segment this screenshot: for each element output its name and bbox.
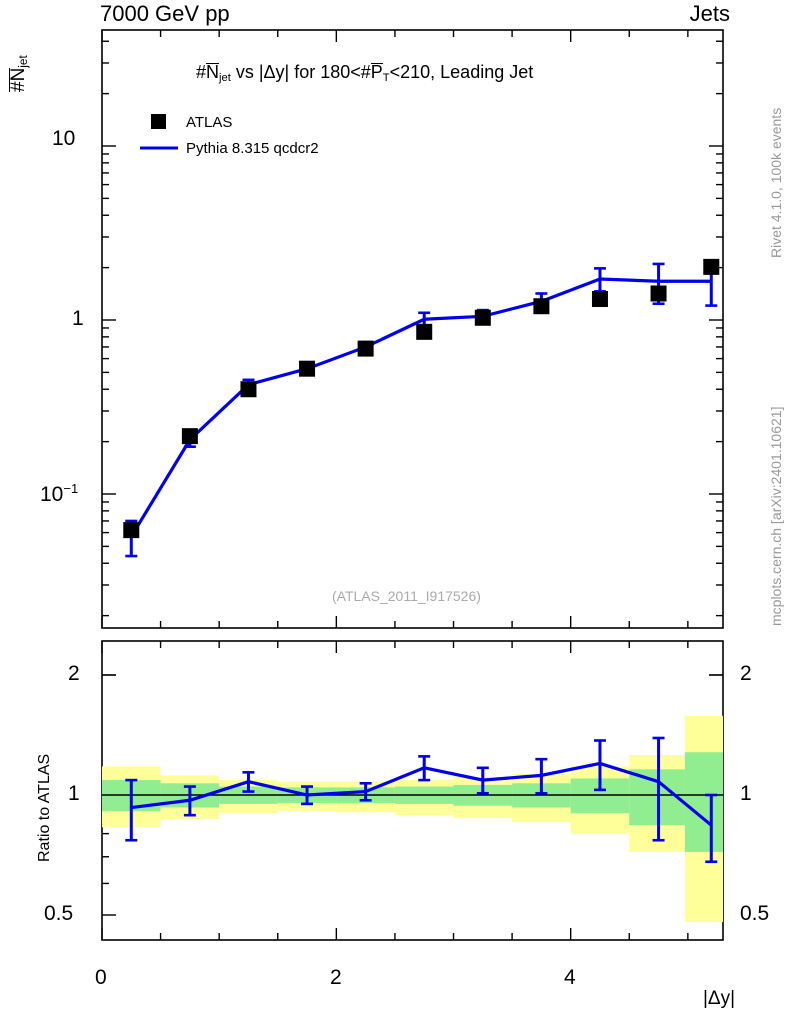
atlas-data-marker [416, 323, 433, 340]
ratio-band-inner [684, 752, 723, 852]
xaxis-label: |Δy| [703, 988, 736, 1009]
xtick-4: 4 [564, 966, 576, 989]
atlas-data-marker [299, 360, 316, 377]
legend-marker-square-icon [151, 114, 166, 129]
legend-item-label-pythia: Pythia 8.315 qcdcr2 [186, 140, 319, 157]
atlas-data-marker [650, 285, 667, 302]
main-ytick-1: 1 [72, 307, 84, 330]
atlas-data-marker [533, 298, 550, 315]
header-right-label: Jets [689, 1, 730, 26]
dataset-watermark: (ATLAS_2011_I917526) [332, 588, 481, 604]
ratio-ytick-1: 1 [68, 782, 80, 805]
header-left-label: 7000 GeV pp [100, 1, 230, 26]
main-ytick-0p1: 10−1 [40, 481, 79, 506]
atlas-data-marker [240, 381, 257, 398]
atlas-data-marker [703, 258, 720, 275]
xtick-0: 0 [95, 966, 107, 989]
atlas-data-marker [181, 428, 198, 445]
main-plot-frame [101, 29, 724, 629]
atlas-data-marker [357, 340, 374, 357]
xtick-2: 2 [330, 966, 342, 989]
ratio-ytick-0p5: 0.5 [44, 902, 74, 925]
ratio-right-ytick-2: 2 [740, 662, 752, 685]
atlas-data-marker [123, 522, 140, 539]
main-plot-title: #Njet vs |Δy| for 180<#PT<210, Leading J… [196, 62, 534, 84]
ratio-right-ytick-1: 1 [740, 782, 752, 805]
atlas-data-marker [591, 291, 608, 308]
ratio-right-ytick-0p5: 0.5 [740, 902, 770, 925]
legend-item-label-atlas: ATLAS [186, 114, 233, 131]
pythia-main-line [129, 277, 712, 538]
atlas-data-marker [474, 309, 491, 326]
ratio-ytick-2: 2 [68, 662, 80, 685]
main-ytick-10: 10 [52, 127, 76, 150]
